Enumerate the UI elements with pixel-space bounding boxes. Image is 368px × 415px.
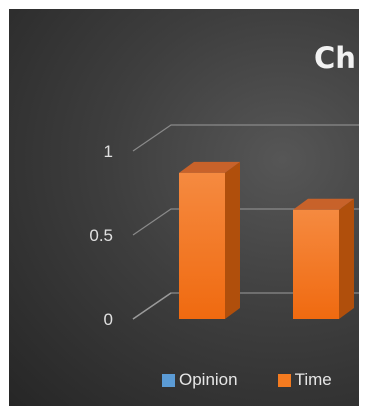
bar-time-1 [293, 198, 354, 319]
legend-label-time: Time [294, 370, 332, 389]
bar-time-0-top [179, 161, 240, 173]
gridline-2 [132, 124, 359, 152]
legend-item-time: Time [277, 370, 332, 390]
bar-time-1-front [293, 209, 339, 319]
chart-title: Ch [314, 41, 356, 75]
legend: Opinion Time [162, 370, 359, 390]
bar-time-1-side [339, 198, 354, 319]
legend-swatch-opinion [162, 373, 175, 387]
legend-item-opinion: Opinion [162, 370, 238, 390]
legend-label-opinion: Opinion [179, 370, 238, 389]
bar-time-0-front [179, 172, 225, 319]
floor-edge [132, 292, 172, 320]
bar-time-1-top [293, 198, 354, 210]
legend-swatch-time [277, 373, 291, 387]
bar-time-0-side [225, 161, 240, 319]
plot-area: 00.51 [89, 124, 359, 329]
chart-area: Ch 0 0.5 1 Opinion Time [9, 9, 359, 406]
y-tick-label-0: 0 [104, 310, 113, 329]
y-tick-label-2: 1 [104, 142, 113, 161]
y-tick-label-1: 0.5 [89, 226, 113, 245]
bar-time-0 [179, 161, 240, 319]
